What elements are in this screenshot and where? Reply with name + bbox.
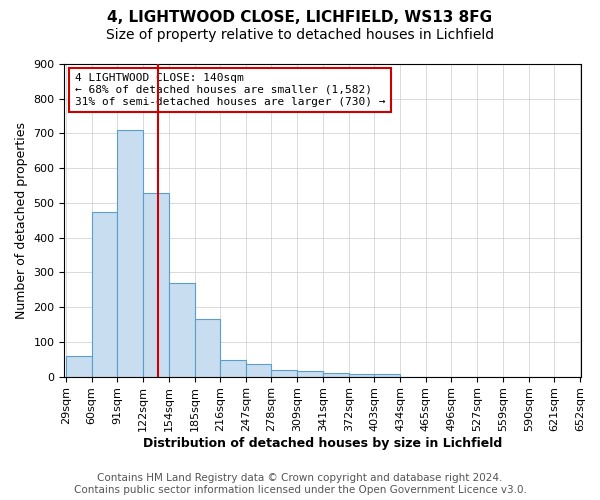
Bar — [66, 356, 92, 376]
Bar — [246, 364, 271, 376]
Bar — [92, 212, 117, 376]
X-axis label: Distribution of detached houses by size in Lichfield: Distribution of detached houses by size … — [143, 437, 503, 450]
Bar — [117, 130, 143, 376]
Text: Contains HM Land Registry data © Crown copyright and database right 2024.
Contai: Contains HM Land Registry data © Crown c… — [74, 474, 526, 495]
Y-axis label: Number of detached properties: Number of detached properties — [15, 122, 28, 319]
Text: 4 LIGHTWOOD CLOSE: 140sqm
← 68% of detached houses are smaller (1,582)
31% of se: 4 LIGHTWOOD CLOSE: 140sqm ← 68% of detac… — [75, 74, 385, 106]
Bar — [220, 360, 246, 376]
Text: 4, LIGHTWOOD CLOSE, LICHFIELD, WS13 8FG: 4, LIGHTWOOD CLOSE, LICHFIELD, WS13 8FG — [107, 10, 493, 25]
Bar — [297, 372, 323, 376]
Bar — [143, 192, 169, 376]
Text: Size of property relative to detached houses in Lichfield: Size of property relative to detached ho… — [106, 28, 494, 42]
Bar — [374, 374, 400, 376]
Bar — [271, 370, 297, 376]
Bar — [323, 373, 349, 376]
Bar — [169, 283, 195, 376]
Bar — [349, 374, 374, 376]
Bar — [195, 320, 220, 376]
